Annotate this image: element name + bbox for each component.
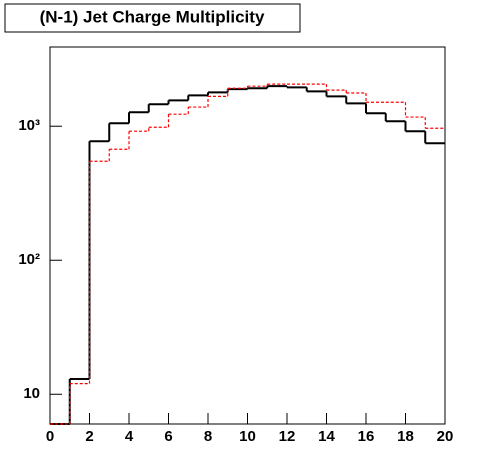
x-tick-label: 10	[239, 428, 256, 445]
x-tick-label: 18	[397, 428, 414, 445]
x-tick-label: 20	[437, 428, 454, 445]
x-tick-label: 0	[46, 428, 54, 445]
y-tick-label: 10³	[18, 117, 40, 134]
x-tick-label: 8	[204, 428, 212, 445]
plot-frame	[49, 46, 446, 425]
x-tick-label: 2	[85, 428, 93, 445]
y-tick-label: 10²	[18, 251, 40, 268]
title-box	[4, 3, 301, 33]
x-tick-label: 14	[318, 428, 335, 445]
x-tick-label: 16	[358, 428, 375, 445]
chart-title: (N-1) Jet Charge Multiplicity	[40, 7, 265, 26]
x-tick-label: 4	[125, 428, 134, 445]
y-tick-label: 10	[23, 385, 40, 402]
x-tick-label: 12	[279, 428, 296, 445]
x-tick-label: 6	[164, 428, 172, 445]
